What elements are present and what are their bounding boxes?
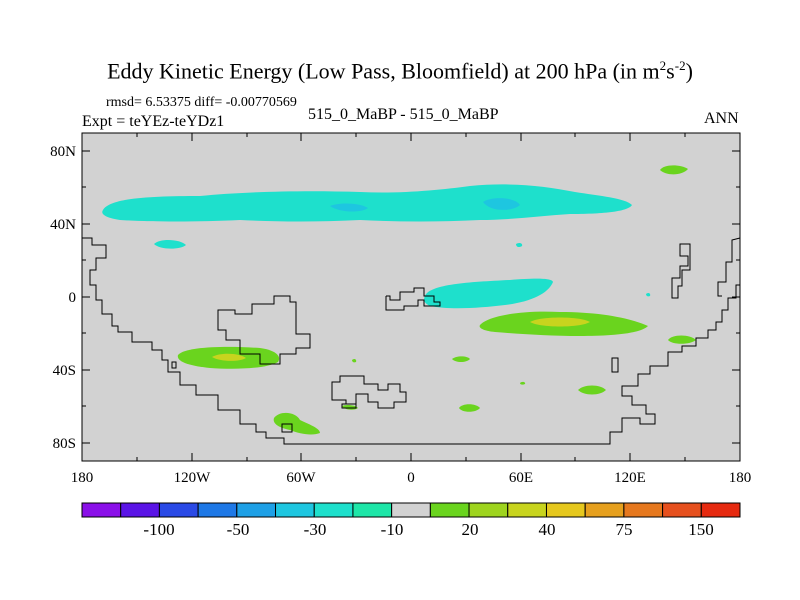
green-blob-australia bbox=[668, 335, 696, 344]
colorbar-segment bbox=[120, 502, 160, 518]
x-label: 120E bbox=[614, 470, 646, 486]
colorbar-segment bbox=[81, 502, 122, 518]
colorbar-label: 20 bbox=[462, 520, 479, 539]
colorbar-segment bbox=[700, 502, 741, 518]
colorbar-segment bbox=[352, 502, 393, 518]
colorbar-label: 150 bbox=[688, 520, 714, 539]
cyan-equatorial bbox=[424, 278, 553, 309]
experiment-label: Expt = teYEz-teYDz1 bbox=[82, 113, 225, 130]
x-label: 180 bbox=[71, 470, 94, 486]
cyan-dot bbox=[646, 292, 651, 297]
colorbar bbox=[81, 502, 741, 518]
colorbar-labels: -100 -50 -30 -10 20 40 75 150 bbox=[143, 520, 713, 539]
cyan-core-2 bbox=[483, 198, 520, 210]
colorbar-segment bbox=[468, 502, 509, 518]
y-axis-labels: 80N 40N 0 40S 80S bbox=[50, 144, 76, 452]
x-label: 180 bbox=[729, 470, 752, 486]
x-label: 120W bbox=[174, 470, 212, 486]
green-blob-small-2 bbox=[352, 358, 357, 363]
negative-anomaly-regions bbox=[102, 184, 651, 309]
x-label: 60W bbox=[286, 470, 316, 486]
cyan-core-1 bbox=[330, 203, 368, 212]
positive-anomaly-regions bbox=[177, 165, 696, 435]
y-label: 0 bbox=[69, 290, 77, 306]
colorbar-segment bbox=[507, 502, 547, 518]
comparison-label: 515_0_MaBP - 515_0_MaBP bbox=[308, 106, 499, 123]
stats-label: rmsd= 6.53375 diff= -0.00770569 bbox=[106, 95, 297, 110]
colorbar-label: 40 bbox=[539, 520, 556, 539]
map-background bbox=[82, 133, 740, 461]
green-blob-south-2 bbox=[459, 404, 480, 412]
y-label: 80S bbox=[53, 436, 76, 452]
coast-pacific-island bbox=[171, 361, 177, 369]
colorbar-segment bbox=[313, 502, 354, 518]
colorbar-label: -10 bbox=[381, 520, 404, 539]
y-label: 40N bbox=[50, 217, 76, 233]
colorbar-segment bbox=[236, 502, 277, 518]
colorbar-segment bbox=[662, 502, 702, 518]
coast-left bbox=[82, 237, 740, 445]
x-axis-ticks bbox=[81, 133, 741, 461]
colorbar-label: -100 bbox=[143, 520, 174, 539]
colorbar-segment bbox=[197, 502, 238, 518]
colorbar-segment bbox=[158, 502, 199, 518]
green-blob-ne bbox=[660, 165, 688, 175]
colorbar-label: -30 bbox=[304, 520, 327, 539]
coastlines bbox=[82, 237, 741, 445]
colorbar-segment bbox=[623, 502, 664, 518]
colorbar-segment bbox=[275, 502, 315, 518]
green-blob-small-1 bbox=[452, 356, 470, 362]
coast-far-east bbox=[717, 237, 741, 297]
yellow-core-indian bbox=[530, 317, 590, 327]
x-label: 60E bbox=[509, 470, 533, 486]
coast-east bbox=[671, 243, 691, 299]
green-blob-south-1 bbox=[578, 385, 606, 395]
coast-south-tip bbox=[281, 423, 293, 433]
yellow-core-pacific bbox=[212, 353, 246, 361]
y-label: 40S bbox=[53, 363, 76, 379]
x-axis-labels: 180 120W 60W 0 60E 120E 180 bbox=[71, 470, 752, 486]
green-blob-south-3 bbox=[273, 412, 320, 435]
cyan-band-north bbox=[102, 184, 632, 222]
coast-africa bbox=[385, 287, 441, 311]
cyan-blob-tiny bbox=[516, 242, 523, 248]
map-title: Eddy Kinetic Energy (Low Pass, Bloomfiel… bbox=[107, 58, 693, 84]
green-blob-south-4 bbox=[342, 404, 358, 410]
colorbar-segment bbox=[429, 502, 470, 518]
coast-antarctic-b bbox=[341, 403, 357, 409]
green-blob-small-3 bbox=[520, 381, 526, 385]
x-label: 0 bbox=[407, 470, 415, 486]
colorbar-segment bbox=[391, 502, 431, 518]
coast-australia bbox=[611, 357, 619, 373]
period-label: ANN bbox=[704, 110, 739, 127]
cyan-blob-small bbox=[154, 239, 186, 249]
coast-south-america bbox=[217, 295, 311, 365]
colorbar-label: 75 bbox=[616, 520, 633, 539]
colorbar-segment bbox=[545, 502, 586, 518]
colorbar-segment bbox=[584, 502, 625, 518]
y-label: 80N bbox=[50, 144, 76, 160]
colorbar-label: -50 bbox=[227, 520, 250, 539]
y-axis-ticks bbox=[82, 150, 740, 444]
